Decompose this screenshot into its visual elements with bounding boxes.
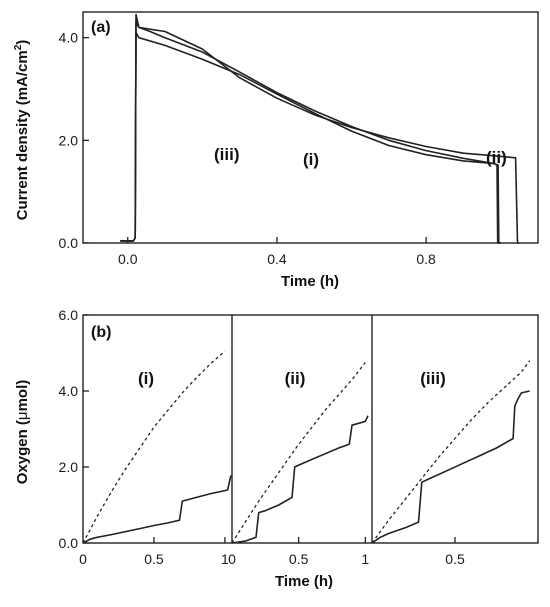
series-line-i bbox=[120, 21, 501, 244]
panel-b-y-tick-label: 6.0 bbox=[59, 307, 79, 323]
panel-b-x-tick-label: 0.5 bbox=[445, 551, 465, 567]
subpanel-label-i: (i) bbox=[138, 369, 154, 388]
panel-a-y-tick-label: 0.0 bbox=[59, 235, 79, 251]
panel-a-y-axis-label: Current density (mA/cm2) bbox=[13, 40, 31, 221]
measured-oxygen-line-i bbox=[82, 474, 233, 544]
panel-b-x-tick-label: 0 bbox=[228, 551, 236, 567]
curve-label-i: (i) bbox=[303, 150, 319, 169]
curve-label-ii: (ii) bbox=[486, 148, 507, 167]
panel-b-frame bbox=[82, 314, 539, 544]
panel-a-x-tick-label: 0.4 bbox=[267, 251, 287, 267]
theoretical-oxygen-line-i bbox=[82, 350, 226, 544]
subpanel-label-iii: (iii) bbox=[420, 369, 446, 388]
panel-a-y-tick-label: 2.0 bbox=[59, 132, 79, 148]
panel-b-x-tick-label: 1 bbox=[221, 551, 229, 567]
theoretical-oxygen-line-ii bbox=[231, 362, 366, 544]
panel-a-y-tick-label: 4.0 bbox=[59, 30, 79, 46]
panel-a-x-tick-label: 0.8 bbox=[416, 251, 436, 267]
panel-b-chart: (b) 0.02.04.06.0 0 0.5 1 0 0.5 1 0.5 (i) (ii) … bbox=[14, 307, 539, 590]
panel-b-y-tick-label: 0.0 bbox=[59, 535, 79, 551]
panel-b-y-tick-label: 4.0 bbox=[59, 383, 79, 399]
measured-oxygen-line-iii bbox=[371, 390, 530, 544]
panel-a-x-axis-label: Time (h) bbox=[281, 273, 339, 290]
panel-b-x-tick-label: 1 bbox=[361, 551, 369, 567]
panel-b-y-tick-label: 2.0 bbox=[59, 459, 79, 475]
subpanel-label-ii: (ii) bbox=[285, 369, 306, 388]
panel-a-frame bbox=[82, 11, 539, 244]
theoretical-oxygen-line-iii bbox=[371, 360, 531, 544]
panel-b-label: (b) bbox=[91, 324, 111, 341]
panel-a-chart: (a) 0.0 2.0 4.0 0.0 0.4 0.8 (iii) (i) (ii) T… bbox=[13, 11, 539, 290]
panel-b-x-tick-label: 0.5 bbox=[289, 551, 309, 567]
measured-oxygen-line-ii bbox=[231, 415, 369, 544]
series-line-iii bbox=[120, 31, 501, 244]
series-line-ii bbox=[120, 13, 520, 244]
panel-a-x-tick-label: 0.0 bbox=[118, 251, 138, 267]
panel-a-label: (a) bbox=[91, 19, 111, 36]
panel-b-x-tick-label: 0 bbox=[79, 551, 87, 567]
panel-b-x-axis-label: Time (h) bbox=[275, 573, 333, 590]
panel-b-y-axis-label: Oxygen (μmol) bbox=[14, 380, 31, 485]
curve-label-iii: (iii) bbox=[214, 145, 240, 164]
panel-b-x-tick-label: 0.5 bbox=[144, 551, 164, 567]
